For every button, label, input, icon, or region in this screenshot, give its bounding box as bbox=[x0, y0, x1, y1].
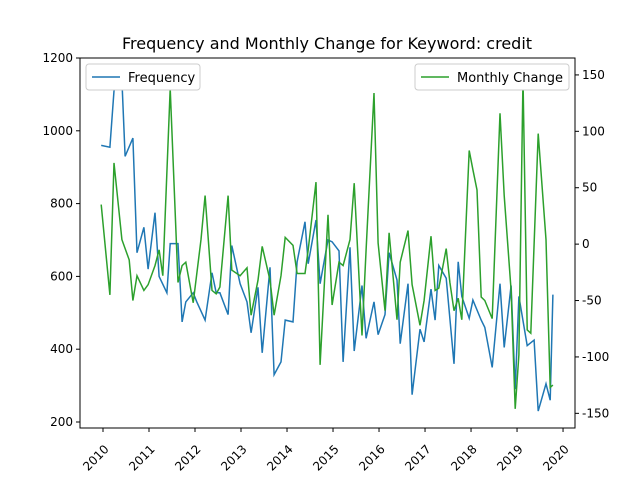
series-line bbox=[100, 78, 554, 409]
y2-tick-label: -150 bbox=[582, 406, 609, 420]
y-tick-label: 600 bbox=[50, 269, 73, 283]
legend: Monthly Change bbox=[414, 63, 570, 91]
y-tick-label: 1200 bbox=[42, 51, 73, 65]
chart-title: Frequency and Monthly Change for Keyword… bbox=[122, 34, 532, 53]
plot-frame bbox=[79, 57, 576, 429]
y2-tick-label: 0 bbox=[582, 237, 590, 251]
legend-label: Monthly Change bbox=[457, 71, 563, 86]
y-tick-label: 400 bbox=[50, 342, 73, 356]
legend: Frequency bbox=[85, 63, 201, 91]
y2-tick-label: 150 bbox=[582, 68, 605, 82]
y2-tick-label: 50 bbox=[582, 181, 597, 195]
legend-box bbox=[85, 63, 201, 91]
legend-box bbox=[414, 63, 570, 91]
y2-tick-label: -100 bbox=[582, 350, 609, 364]
y-tick-label: 1000 bbox=[42, 124, 73, 138]
legend-label: Frequency bbox=[128, 71, 195, 86]
y-tick-label: 800 bbox=[50, 197, 73, 211]
y2-tick-label: 100 bbox=[582, 124, 605, 138]
y2-tick-label: -50 bbox=[582, 294, 602, 308]
series-line bbox=[101, 78, 554, 412]
y-tick-label: 200 bbox=[50, 415, 73, 429]
